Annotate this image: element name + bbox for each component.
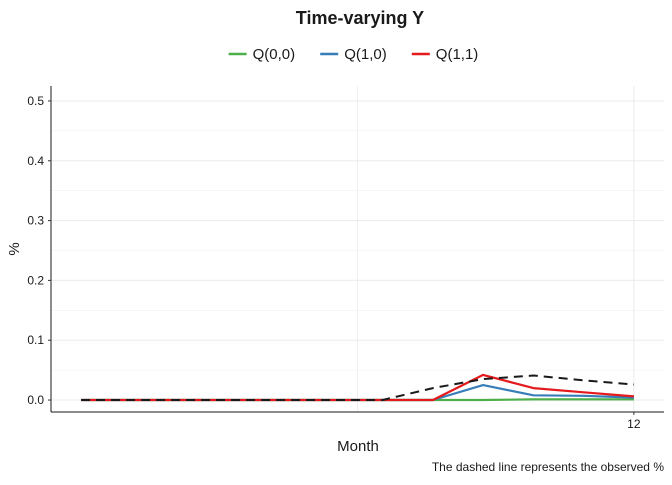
legend: Q(0,0) Q(1,0) Q(1,1) xyxy=(228,46,479,63)
grid xyxy=(51,86,664,412)
observed-dashed-line xyxy=(81,374,634,401)
x-axis-title: Month xyxy=(337,438,379,455)
y-tick-label: 0.3 xyxy=(27,214,44,228)
y-axis-title: % xyxy=(6,242,23,255)
axes xyxy=(50,86,664,413)
chart-title: Time-varying Y xyxy=(296,8,424,28)
series-layer xyxy=(81,373,634,402)
y-tick-label: 0.4 xyxy=(27,154,44,168)
chart-caption: The dashed line represents the observed … xyxy=(432,460,664,474)
legend-label: Q(1,1) xyxy=(436,46,479,63)
ticks: 0.0 0.1 0.2 0.3 0.4 0.5 12 xyxy=(27,94,641,431)
y-tick-label: 0.0 xyxy=(27,393,44,407)
legend-label: Q(0,0) xyxy=(253,46,296,63)
x-tick-label: 12 xyxy=(627,417,641,431)
y-tick-label: 0.1 xyxy=(27,333,44,347)
legend-label: Q(1,0) xyxy=(344,46,387,63)
y-tick-label: 0.5 xyxy=(27,94,44,108)
y-tick-label: 0.2 xyxy=(27,273,44,287)
